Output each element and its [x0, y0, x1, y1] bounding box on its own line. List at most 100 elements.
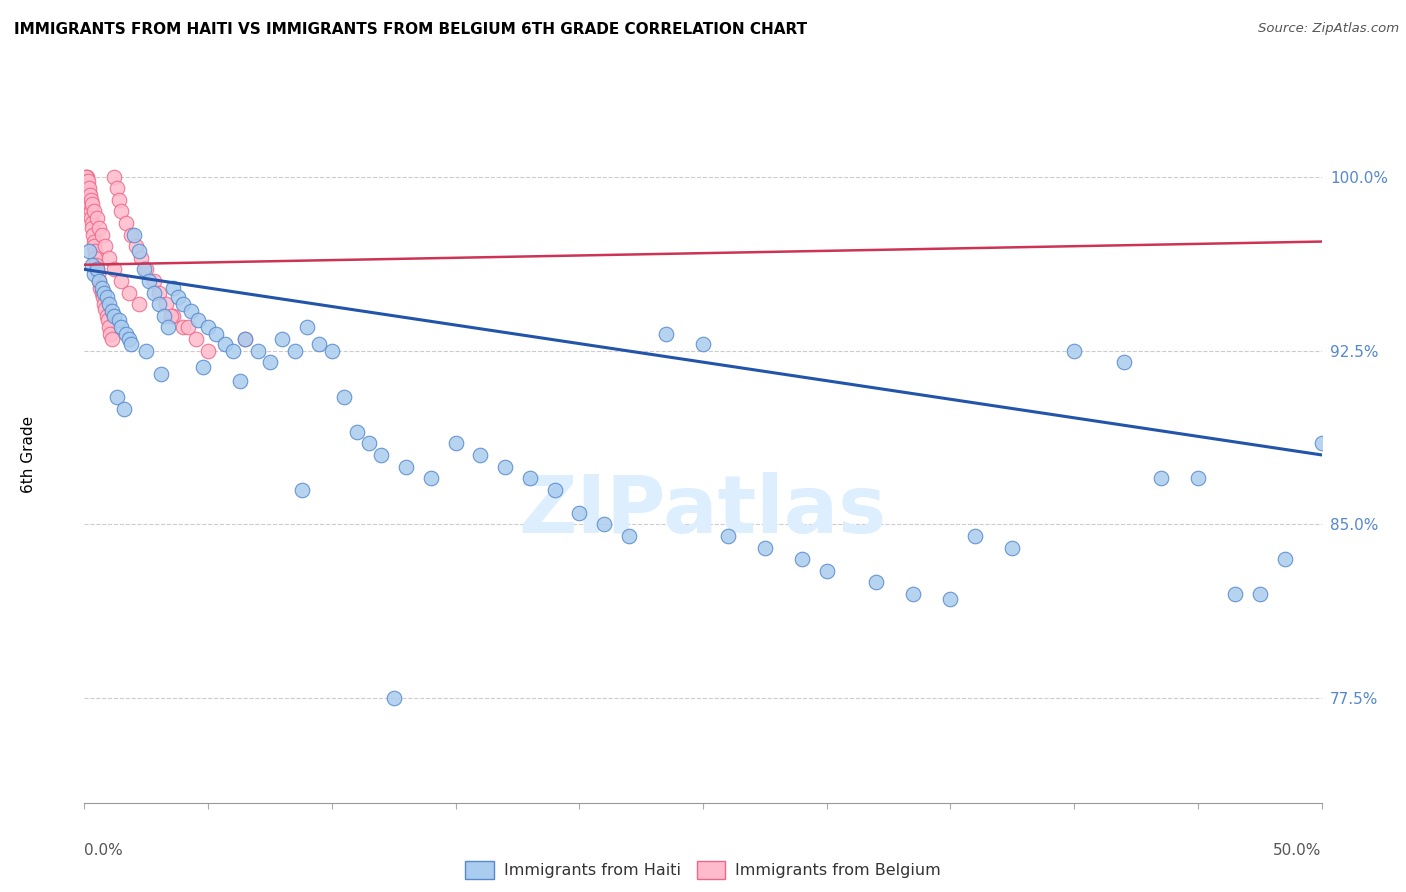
Point [77, 181, 100, 195]
Point [519, 471, 541, 485]
Point [865, 575, 887, 590]
Point [754, 541, 776, 555]
Point [142, 285, 165, 300]
Point [214, 336, 236, 351]
Point [617, 529, 640, 543]
Point [284, 343, 307, 358]
Point [82, 220, 104, 235]
Point [470, 448, 492, 462]
Point [197, 343, 219, 358]
Point [112, 401, 135, 416]
Point [120, 227, 142, 242]
Point [80, 258, 103, 272]
Point [180, 304, 202, 318]
Point [91, 290, 114, 304]
Point [184, 332, 207, 346]
Point [1310, 436, 1333, 450]
Text: 50.0%: 50.0% [1274, 843, 1322, 858]
Point [233, 332, 256, 346]
Point [79, 188, 101, 202]
Point [246, 343, 269, 358]
Point [84, 258, 107, 272]
Text: 6th Grade: 6th Grade [21, 417, 37, 493]
Point [77, 186, 100, 200]
Point [152, 309, 174, 323]
Point [204, 327, 226, 342]
Point [593, 517, 616, 532]
Point [79, 244, 101, 258]
Point [177, 320, 200, 334]
Point [80, 216, 103, 230]
Point [122, 227, 145, 242]
Point [83, 244, 105, 258]
Point [321, 343, 343, 358]
Point [357, 436, 380, 450]
Point [308, 336, 330, 351]
Point [120, 336, 142, 351]
Point [75, 169, 97, 184]
Point [118, 332, 141, 346]
Point [90, 281, 112, 295]
Point [191, 359, 214, 374]
Point [125, 239, 148, 253]
Point [100, 304, 122, 318]
Point [97, 313, 120, 327]
Point [105, 181, 128, 195]
Point [187, 313, 209, 327]
Point [419, 471, 441, 485]
Point [333, 390, 356, 404]
Point [87, 267, 110, 281]
Point [77, 181, 100, 195]
Point [129, 251, 152, 265]
Point [83, 204, 105, 219]
Point [108, 313, 131, 327]
Point [90, 285, 112, 300]
Point [110, 320, 132, 334]
Legend: Immigrants from Haiti, Immigrants from Belgium: Immigrants from Haiti, Immigrants from B… [456, 851, 950, 888]
Point [89, 220, 111, 235]
Point [128, 297, 150, 311]
Point [382, 691, 405, 706]
Point [148, 285, 170, 300]
Point [148, 297, 170, 311]
Point [150, 367, 173, 381]
Point [444, 436, 467, 450]
Point [89, 274, 111, 288]
Point [162, 309, 184, 323]
Point [103, 169, 125, 184]
Point [132, 262, 155, 277]
Point [110, 274, 132, 288]
Point [1063, 343, 1085, 358]
Point [105, 390, 128, 404]
Point [96, 290, 118, 304]
Point [291, 483, 314, 497]
Point [98, 251, 121, 265]
Point [103, 262, 125, 277]
Point [142, 274, 165, 288]
Point [939, 591, 962, 606]
Point [815, 564, 838, 578]
Point [1223, 587, 1246, 601]
Point [128, 244, 150, 258]
Point [222, 343, 245, 358]
Point [79, 204, 101, 219]
Point [79, 197, 101, 211]
Point [98, 327, 121, 342]
Point [568, 506, 591, 520]
Point [115, 327, 138, 342]
Point [1001, 541, 1024, 555]
Text: 0.0%: 0.0% [84, 843, 124, 858]
Point [93, 297, 115, 311]
Point [162, 281, 184, 295]
Point [94, 239, 117, 253]
Point [89, 274, 111, 288]
Point [543, 483, 565, 497]
Point [103, 309, 125, 323]
Point [172, 320, 194, 334]
Point [80, 193, 103, 207]
Point [346, 425, 368, 439]
Point [135, 262, 157, 277]
Point [197, 320, 219, 334]
Point [98, 297, 121, 311]
Text: ZIPatlas: ZIPatlas [519, 472, 887, 549]
